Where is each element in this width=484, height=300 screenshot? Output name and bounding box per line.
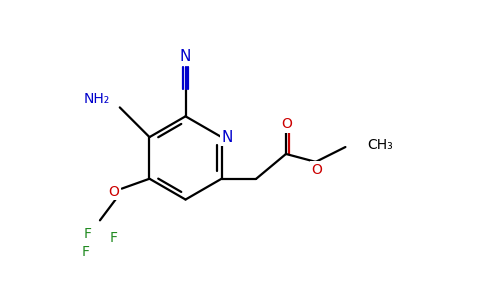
Text: O: O <box>108 184 119 199</box>
Text: O: O <box>282 117 292 131</box>
Text: N: N <box>222 130 233 145</box>
Text: CH₃: CH₃ <box>367 138 393 152</box>
Text: N: N <box>180 50 191 64</box>
Text: F: F <box>110 231 118 245</box>
Text: F: F <box>84 227 92 241</box>
Text: NH₂: NH₂ <box>84 92 110 106</box>
Text: F: F <box>82 245 90 259</box>
Text: O: O <box>311 163 322 177</box>
